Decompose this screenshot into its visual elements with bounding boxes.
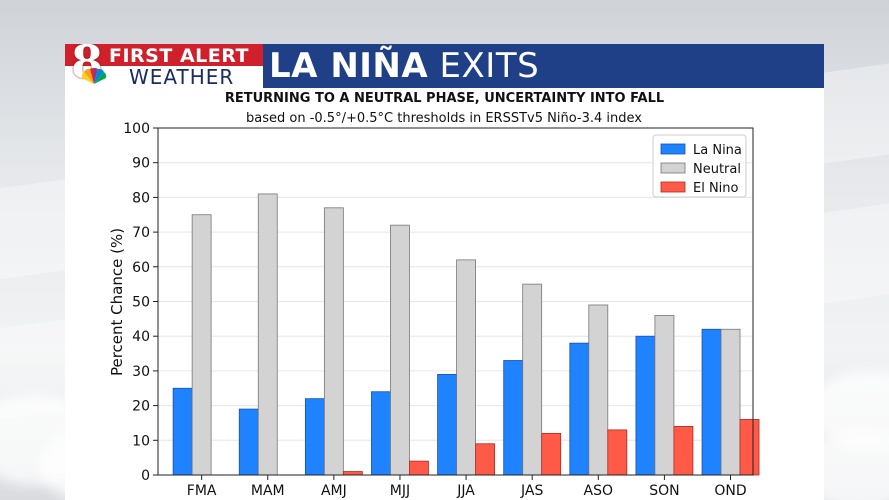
legend-swatch-el-nino bbox=[660, 181, 686, 193]
bar-neutral bbox=[720, 328, 741, 476]
peacock-icon bbox=[81, 68, 107, 84]
legend-label: El Nino bbox=[693, 181, 739, 196]
legend-label: Neutral bbox=[693, 162, 741, 177]
x-tick-label: JJA bbox=[456, 483, 475, 499]
legend: La Nina Neutral El Nino bbox=[652, 134, 747, 198]
subtitle: RETURNING TO A NEUTRAL PHASE, UNCERTAINT… bbox=[224, 91, 665, 106]
y-tick-label: 30 bbox=[132, 364, 150, 380]
bar-la-nina bbox=[503, 360, 524, 476]
y-tick-label: 70 bbox=[132, 225, 150, 241]
bar-neutral bbox=[191, 214, 212, 476]
bars bbox=[172, 193, 760, 476]
axes: 0 10 20 30 40 50 60 70 80 90 100 FMA MAM AMJ MJJ JJA JAS… bbox=[123, 121, 754, 499]
y-tick-label: 80 bbox=[132, 190, 150, 206]
enso-probability-chart: based on -0.5°/+0.5°C thresholds in ERSS… bbox=[108, 111, 760, 499]
y-tick-label: 0 bbox=[141, 468, 150, 484]
bar-la-nina bbox=[172, 387, 193, 476]
bar-el-nino bbox=[342, 471, 363, 476]
y-tick-label: 20 bbox=[132, 399, 150, 415]
y-tick-label: 60 bbox=[132, 260, 150, 276]
bar-la-nina bbox=[238, 408, 259, 476]
bar-neutral bbox=[522, 283, 543, 476]
x-tick-label: ASO bbox=[584, 483, 613, 499]
bar-el-nino bbox=[673, 426, 694, 476]
bar-la-nina bbox=[635, 335, 656, 476]
x-tick-label: AMJ bbox=[321, 483, 347, 499]
x-tick-label: FMA bbox=[187, 483, 217, 499]
bar-neutral bbox=[257, 193, 278, 476]
bar-el-nino bbox=[475, 443, 495, 476]
chart-title: based on -0.5°/+0.5°C thresholds in ERSS… bbox=[246, 111, 642, 126]
bar-neutral bbox=[654, 314, 675, 476]
legend-label: La Nina bbox=[693, 143, 742, 158]
logo-first-alert: FIRST ALERT bbox=[109, 45, 249, 67]
bar-la-nina bbox=[437, 373, 457, 476]
x-tick-label: MAM bbox=[251, 483, 285, 499]
bar-la-nina bbox=[304, 398, 325, 476]
bar-el-nino bbox=[739, 419, 760, 476]
bar-neutral bbox=[588, 304, 609, 476]
bar-neutral bbox=[456, 259, 476, 476]
bar-neutral bbox=[323, 207, 344, 476]
plot-frame bbox=[157, 127, 754, 476]
legend-swatch-neutral bbox=[660, 162, 686, 174]
bar-la-nina bbox=[371, 391, 391, 476]
title-banner: 8 FIRST ALERT WEATHER LA NIÑA EXITS bbox=[65, 44, 824, 88]
bar-el-nino bbox=[409, 460, 429, 476]
bar-la-nina bbox=[569, 342, 590, 476]
graphic-panel: 8 FIRST ALERT WEATHER LA NIÑA EXITS RETU… bbox=[65, 44, 824, 500]
headline-rest: EXITS bbox=[439, 46, 540, 86]
x-tick-label: SON bbox=[649, 483, 679, 499]
legend-swatch-la-nina bbox=[660, 143, 686, 155]
y-tick-label: 90 bbox=[132, 156, 150, 172]
headline: LA NIÑA EXITS bbox=[269, 45, 539, 87]
x-tick-label: JAS bbox=[520, 483, 543, 499]
y-tick-label: 10 bbox=[132, 433, 150, 449]
y-tick-label: 100 bbox=[123, 121, 150, 137]
bar-el-nino bbox=[541, 432, 562, 476]
headline-bold: LA NIÑA bbox=[269, 46, 429, 86]
station-logo: 8 FIRST ALERT WEATHER bbox=[65, 44, 263, 88]
bar-neutral bbox=[390, 224, 410, 476]
y-tick-label: 40 bbox=[132, 329, 150, 345]
logo-red-band bbox=[65, 44, 263, 66]
x-tick-label: OND bbox=[714, 483, 746, 499]
x-tick-label: MJJ bbox=[390, 483, 410, 499]
y-tick-label: 50 bbox=[132, 295, 150, 311]
bar-el-nino bbox=[607, 429, 628, 476]
bar-la-nina bbox=[701, 328, 722, 476]
logo-weather: WEATHER bbox=[129, 65, 235, 88]
y-axis-label: Percent Chance (%) bbox=[108, 228, 126, 376]
